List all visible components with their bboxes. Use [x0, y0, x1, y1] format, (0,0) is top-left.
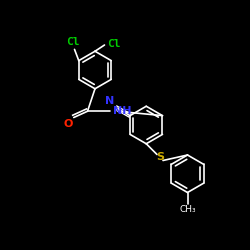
Text: N: N: [106, 96, 115, 106]
Text: S: S: [156, 152, 164, 162]
Text: Cl: Cl: [66, 37, 79, 47]
Text: O: O: [63, 119, 72, 129]
Text: Cl: Cl: [108, 39, 121, 49]
Text: CH₃: CH₃: [179, 204, 196, 214]
Text: NH: NH: [112, 106, 131, 116]
